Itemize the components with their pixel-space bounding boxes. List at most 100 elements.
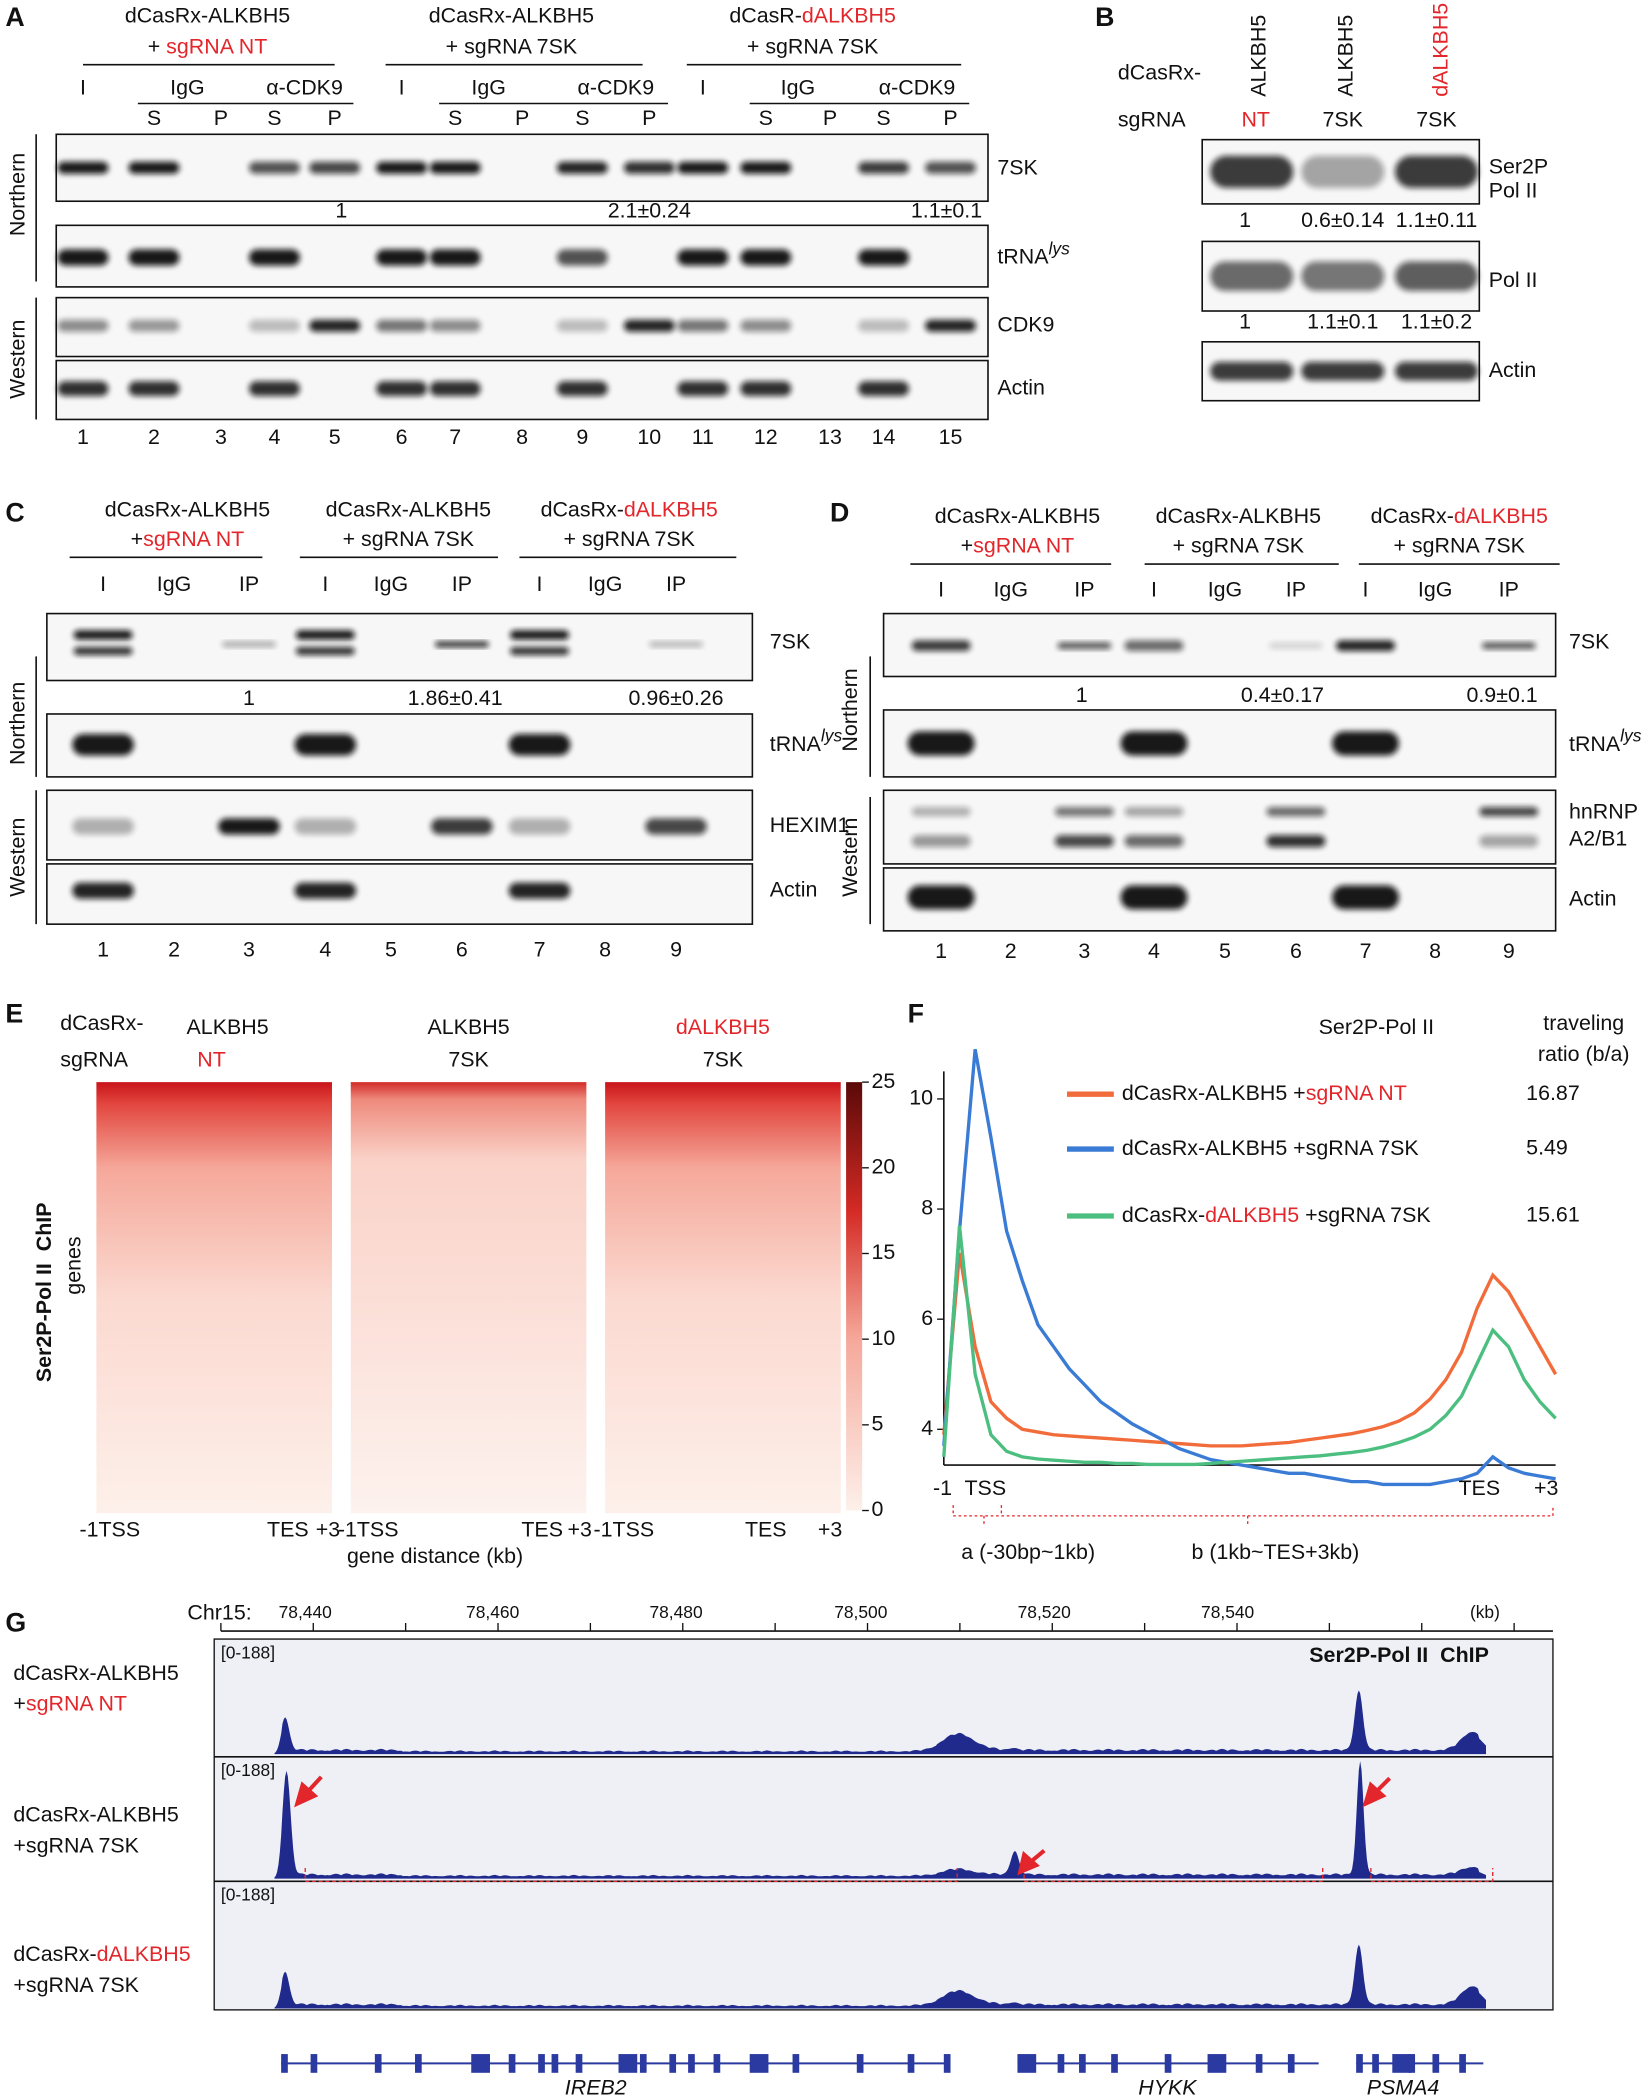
- lane-number: 6: [1290, 939, 1302, 963]
- col-header: IP: [1286, 577, 1306, 601]
- band: [249, 161, 300, 174]
- colorbar: [846, 1082, 863, 1511]
- lane-number: 11: [692, 425, 714, 449]
- gene-models: [281, 2054, 1484, 2073]
- col-header: P: [823, 106, 837, 130]
- coverage: [274, 1690, 1487, 2009]
- exon: [538, 2054, 545, 2073]
- band: [556, 161, 608, 174]
- panel-label: D: [830, 498, 849, 528]
- track-label: +sgRNA 7SK: [13, 1972, 139, 1996]
- col-header: I: [1151, 577, 1157, 601]
- blot-label: Pol II: [1489, 179, 1538, 203]
- column-header: ALKBH5: [1246, 15, 1270, 97]
- x-label: -1TSS: [594, 1517, 655, 1541]
- side-label: Northern: [5, 153, 29, 236]
- gene-name: HYKK: [1138, 2076, 1198, 2100]
- band: [1479, 835, 1539, 848]
- lane-number: 4: [268, 425, 280, 449]
- col-header: IgG: [1208, 577, 1243, 601]
- col-header: IgG: [588, 572, 623, 596]
- blot-label: 7SK: [1569, 630, 1610, 654]
- band: [925, 161, 976, 174]
- track-label: +sgRNA 7SK: [13, 1833, 139, 1857]
- group-header: +sgRNA NT: [131, 527, 245, 551]
- band: [1479, 807, 1539, 817]
- x-label: TSS: [964, 1476, 1006, 1500]
- column-header: 7SK: [703, 1047, 744, 1071]
- x-label: TES: [745, 1517, 787, 1541]
- band: [249, 381, 300, 397]
- lane-number: 2: [1005, 939, 1017, 963]
- x-axis-title: gene distance (kb): [347, 1544, 523, 1568]
- band: [376, 249, 428, 266]
- band: [1332, 731, 1399, 756]
- col-header: P: [214, 106, 228, 130]
- sgrna: NT: [1241, 108, 1270, 132]
- group-header: + sgRNA 7SK: [1393, 533, 1525, 557]
- band: [677, 161, 729, 174]
- ruler-label: 78,440: [279, 1602, 332, 1622]
- col-header: IgG: [471, 75, 506, 99]
- panel-label: B: [1095, 2, 1114, 32]
- group-header: + sgRNA 7SK: [747, 34, 879, 58]
- lane-number: 4: [319, 938, 331, 962]
- col-header: IgG: [781, 75, 816, 99]
- blot: [55, 296, 989, 358]
- band: [1210, 155, 1294, 188]
- lane-number: 2: [168, 938, 180, 962]
- col-header: P: [642, 106, 656, 130]
- lane-numbers: 1 2 3 4 5 6 7 8 9: [97, 938, 682, 962]
- band: [1394, 261, 1478, 291]
- band: [57, 381, 109, 397]
- quant: 0.4±0.17: [1241, 683, 1324, 707]
- exon: [688, 2054, 695, 2073]
- exon: [618, 2054, 638, 2073]
- band: [128, 249, 180, 266]
- col-header: P: [943, 106, 957, 130]
- exon: [551, 2054, 559, 2073]
- lane-numbers: 1 2 3 4 5 6 7 8 9: [935, 939, 1515, 963]
- legend-entry: dCasRx-dALKBH5 +sgRNA 7SK: [1122, 1203, 1431, 1227]
- col-header: I: [399, 75, 405, 99]
- band: [57, 319, 109, 332]
- band: [72, 882, 134, 899]
- region-label: b (1kb~TES+3kb): [1191, 1540, 1359, 1564]
- band: [72, 734, 134, 756]
- lane-number: 6: [396, 425, 408, 449]
- heatmap: [605, 1082, 841, 1514]
- blot-label: CDK9: [997, 312, 1054, 336]
- x-label: TES: [1458, 1476, 1500, 1500]
- lane-number: 3: [1078, 939, 1090, 963]
- panel-label: G: [5, 1607, 26, 1637]
- ratio-value: 5.49: [1526, 1136, 1568, 1160]
- column-headers: I IgG IP I IgG IP I IgG IP: [100, 572, 686, 596]
- panel-label: A: [5, 2, 24, 32]
- exon: [1432, 2054, 1440, 2073]
- lane-number: 3: [243, 938, 255, 962]
- panel-g: G Chr15: (kb) [0-188] [0-188] [0-188] Se…: [5, 1600, 1554, 2100]
- heatmap: [350, 1082, 587, 1514]
- band: [677, 319, 729, 332]
- sgrna: 7SK: [1323, 108, 1364, 132]
- band: [431, 818, 493, 835]
- quant: 1.1±0.1: [911, 199, 982, 223]
- coverage-track: [274, 1761, 1487, 1879]
- colorbar-ticks: 0 5 10 15 20 25: [862, 1069, 895, 1521]
- arrows: [294, 1775, 1392, 1876]
- blot: [882, 709, 1557, 778]
- band: [1301, 261, 1385, 291]
- legend-text: dCasRx-ALKBH5 +sgRNA 7SK: [1122, 1136, 1420, 1160]
- band: [57, 161, 109, 174]
- sgrna: 7SK: [1416, 108, 1457, 132]
- col-header: I: [100, 572, 106, 596]
- col-header: IgG: [157, 572, 192, 596]
- blot-label: tRNAlys: [770, 725, 843, 755]
- blot: [55, 359, 989, 421]
- blot: [882, 789, 1557, 865]
- x-label: -1TSS: [79, 1517, 140, 1541]
- coverage-track: [274, 1690, 1487, 1755]
- gene-name: PSMA4: [1367, 2076, 1440, 2100]
- ratio-header: traveling: [1543, 1011, 1624, 1035]
- group-header: dCasRx-dALKBH5: [541, 497, 718, 521]
